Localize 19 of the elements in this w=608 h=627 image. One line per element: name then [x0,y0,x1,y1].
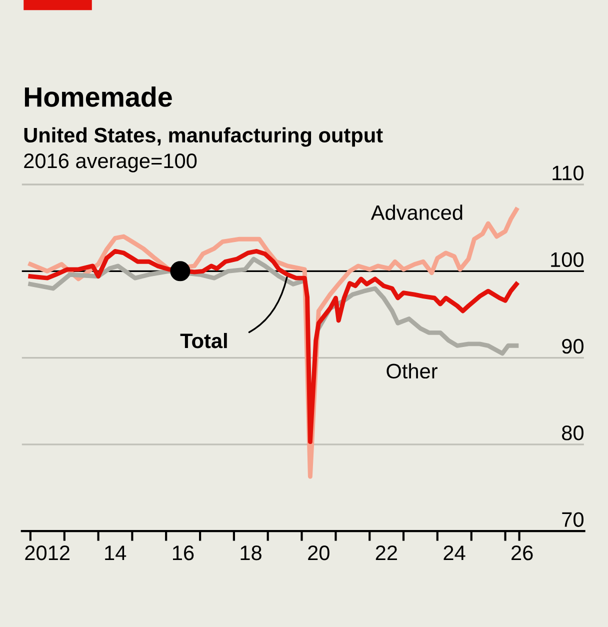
chart-subtitle: United States, manufacturing output [24,127,383,147]
chart-title: Homemade [24,86,172,107]
x-tick-label: 26 [512,546,533,560]
series-label: Advanced [370,204,462,220]
x-tick-label: 20 [308,546,330,560]
y-tick-label: 90 [562,338,584,354]
text: Total [180,332,227,348]
series-label: Other [386,363,438,379]
y-tick-label: 110 [552,166,584,180]
y-tick-label: 80 [562,426,584,440]
y-tick-label: 100 [551,252,584,268]
x-tick-label: 2012 [25,546,70,560]
x-tick-label: 22 [376,546,397,560]
y-tick-label: 70 [562,512,584,527]
x-tick-label: 14 [105,546,126,560]
x-tick-label: 16 [172,546,194,560]
y-axis-title: 2016 average=100 [24,153,197,172]
x-tick-label: 24 [444,546,466,560]
x-tick-label: 18 [240,546,262,560]
